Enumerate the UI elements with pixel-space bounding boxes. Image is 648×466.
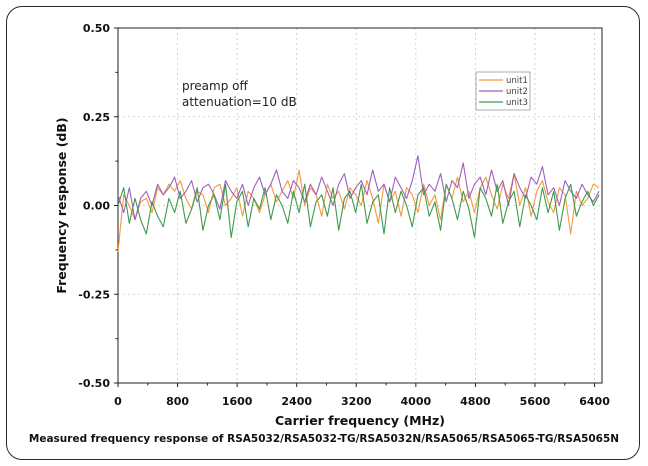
- grid-lines: [118, 28, 602, 383]
- x-tick-label: 3200: [341, 395, 372, 408]
- x-tick-label: 1600: [222, 395, 253, 408]
- y-tick-label: 0.50: [83, 22, 110, 35]
- figure-frame: [6, 6, 640, 460]
- y-tick-label: 0.00: [83, 200, 110, 213]
- annotation-preamp: preamp off: [182, 79, 248, 93]
- x-tick-label: 2400: [281, 395, 312, 408]
- y-tick-label: -0.25: [78, 288, 110, 301]
- y-tick-label: 0.25: [83, 111, 110, 124]
- y-tick-label: -0.50: [78, 377, 110, 390]
- series-line-unit2: [117, 155, 600, 221]
- legend-label-unit1: unit1: [506, 76, 528, 86]
- x-tick-label: 4800: [460, 395, 491, 408]
- series-layer: [117, 155, 600, 252]
- y-axis-label: Frequency response (dB): [54, 117, 69, 293]
- legend-label-unit3: unit3: [506, 98, 528, 108]
- axis-ticks: 0 800 1600 2400 3200 4000 4800 5600 6400 0.50 0.25…: [78, 22, 610, 408]
- legend-label-unit2: unit2: [506, 87, 528, 97]
- x-tick-label: 800: [166, 395, 189, 408]
- figure-caption: Measured frequency response of RSA5032/R…: [28, 433, 620, 445]
- x-tick-label: 4000: [401, 395, 432, 408]
- annotation-attenuation: attenuation=10 dB: [182, 95, 297, 109]
- x-tick-label: 6400: [579, 395, 610, 408]
- x-tick-label: 5600: [520, 395, 551, 408]
- x-tick-label: 0: [114, 395, 122, 408]
- x-axis-label: Carrier frequency (MHz): [275, 413, 445, 428]
- series-line-unit3: [117, 183, 600, 238]
